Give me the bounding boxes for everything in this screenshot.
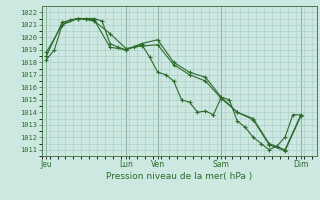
X-axis label: Pression niveau de la mer( hPa ): Pression niveau de la mer( hPa ) <box>106 172 252 181</box>
